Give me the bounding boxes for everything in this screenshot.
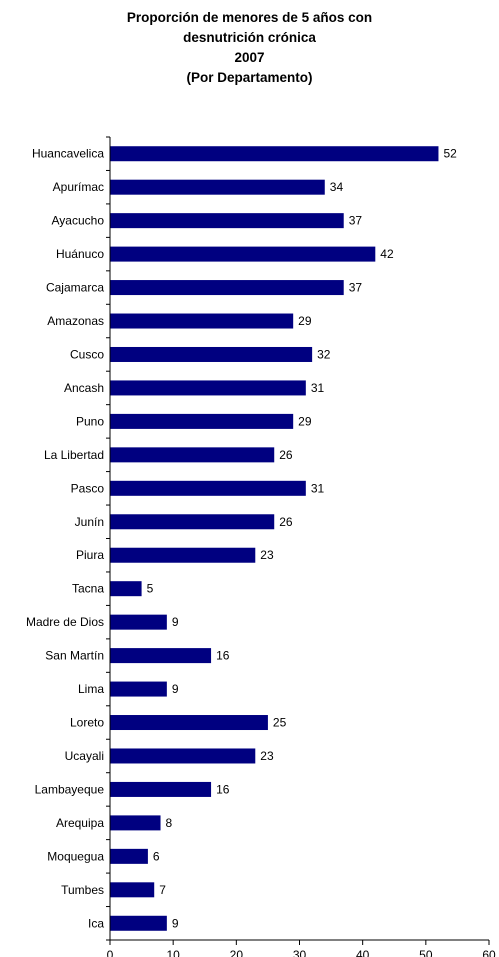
bar — [110, 413, 294, 429]
data-label: 37 — [349, 214, 363, 228]
data-label: 52 — [443, 147, 457, 161]
bar — [110, 179, 325, 195]
data-label: 25 — [273, 716, 287, 730]
category-label: Loreto — [70, 716, 104, 730]
bar — [110, 380, 306, 396]
data-label: 42 — [380, 247, 394, 261]
category-label: Cajamarca — [46, 281, 104, 295]
data-label: 5 — [147, 582, 154, 596]
category-label: Tacna — [72, 582, 104, 596]
x-tick-label: 50 — [419, 948, 433, 957]
category-label: Ucayali — [65, 749, 104, 763]
category-label: Amazonas — [47, 314, 104, 328]
category-label: Tumbes — [61, 883, 104, 897]
data-label: 31 — [311, 481, 325, 495]
data-label: 16 — [216, 649, 230, 663]
bar — [110, 848, 148, 864]
category-label: Lima — [78, 682, 104, 696]
category-label: Ica — [88, 916, 104, 930]
chart-title: Proporción de menores de 5 años con desn… — [0, 8, 499, 88]
category-label: Piura — [76, 548, 104, 562]
category-label: Lambayeque — [35, 782, 105, 796]
data-label: 23 — [260, 548, 274, 562]
bar — [110, 280, 344, 296]
data-label: 29 — [298, 314, 312, 328]
bar — [110, 581, 142, 597]
category-label: Ancash — [64, 381, 104, 395]
bar — [110, 915, 167, 931]
title-line-2: desnutrición crónica — [183, 30, 316, 45]
bar — [110, 648, 212, 664]
bar — [110, 547, 256, 563]
category-label: Junín — [75, 515, 104, 529]
data-label: 9 — [172, 916, 179, 930]
category-label: Huancavelica — [32, 147, 104, 161]
bar — [110, 748, 256, 764]
data-label: 9 — [172, 682, 179, 696]
bar — [110, 815, 161, 831]
data-label: 8 — [166, 816, 173, 830]
bar — [110, 146, 439, 162]
category-label: Apurímac — [53, 180, 104, 194]
data-label: 6 — [153, 849, 160, 863]
bar — [110, 480, 306, 496]
data-label: 23 — [260, 749, 274, 763]
bar — [110, 213, 344, 229]
data-label: 7 — [159, 883, 166, 897]
category-label: Huánuco — [56, 247, 104, 261]
title-line-4: (Por Departamento) — [186, 70, 313, 85]
x-tick-label: 20 — [230, 948, 244, 957]
data-label: 9 — [172, 615, 179, 629]
data-label: 34 — [330, 180, 344, 194]
data-label: 26 — [279, 515, 293, 529]
bar — [110, 447, 275, 463]
data-label: 37 — [349, 281, 363, 295]
bar — [110, 346, 313, 362]
bar — [110, 614, 167, 630]
category-label: San Martín — [45, 649, 104, 663]
bar — [110, 781, 212, 797]
bar — [110, 313, 294, 329]
x-tick-label: 10 — [166, 948, 180, 957]
data-label: 16 — [216, 782, 230, 796]
category-label: Ayacucho — [52, 214, 105, 228]
category-label: Cusco — [70, 347, 104, 361]
data-label: 26 — [279, 448, 293, 462]
data-label: 31 — [311, 381, 325, 395]
x-tick-label: 60 — [482, 948, 496, 957]
title-line-3: 2007 — [234, 50, 265, 65]
bar — [110, 514, 275, 530]
data-label: 32 — [317, 347, 331, 361]
category-label: Puno — [76, 414, 104, 428]
category-label: Arequipa — [56, 816, 104, 830]
x-tick-label: 40 — [356, 948, 370, 957]
bar — [110, 715, 268, 731]
title-line-1: Proporción de menores de 5 años con — [126, 10, 373, 25]
category-label: Pasco — [71, 481, 105, 495]
bar — [110, 246, 376, 262]
category-label: La Libertad — [44, 448, 104, 462]
category-label: Madre de Dios — [26, 615, 104, 629]
data-label: 29 — [298, 414, 312, 428]
bar — [110, 882, 155, 898]
x-tick-label: 0 — [107, 948, 114, 957]
category-label: Moquegua — [47, 849, 104, 863]
bar — [110, 681, 167, 697]
x-tick-label: 30 — [293, 948, 307, 957]
